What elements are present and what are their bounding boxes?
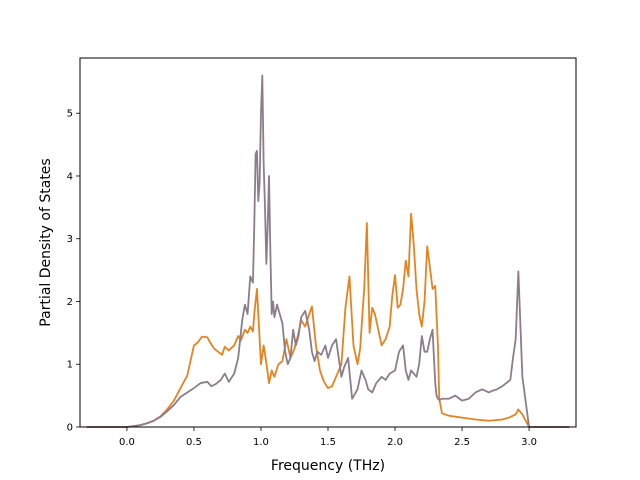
y-tick-label: 4 (67, 171, 73, 182)
axes-frame (79, 57, 577, 428)
x-tick-label: 1.5 (320, 437, 336, 448)
series-line-2 (86, 74, 570, 428)
y-tick-label: 1 (67, 360, 73, 371)
y-axis-ticks: 0 1 2 3 4 5 (67, 109, 80, 434)
plot-lines (86, 74, 570, 428)
y-axis-label: Partial Density of States (38, 158, 54, 326)
x-tick-label: 3.0 (521, 437, 537, 448)
x-tick-label: 1.0 (253, 437, 269, 448)
y-tick-label: 5 (67, 109, 73, 120)
x-tick-label: 0.0 (119, 437, 135, 448)
x-axis-ticks: 0.0 0.5 1.0 1.5 2.0 2.5 3.0 (119, 427, 537, 448)
y-tick-label: 0 (67, 423, 73, 434)
series-line-1 (86, 212, 570, 428)
y-tick-label: 2 (67, 297, 73, 308)
x-tick-label: 2.5 (454, 437, 470, 448)
x-axis-label: Frequency (THz) (271, 458, 385, 474)
x-tick-label: 0.5 (186, 437, 202, 448)
x-tick-label: 2.0 (387, 437, 403, 448)
y-tick-label: 3 (67, 234, 73, 245)
